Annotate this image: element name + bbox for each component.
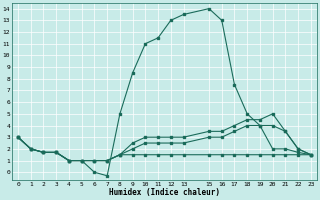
X-axis label: Humidex (Indice chaleur): Humidex (Indice chaleur) <box>109 188 220 197</box>
